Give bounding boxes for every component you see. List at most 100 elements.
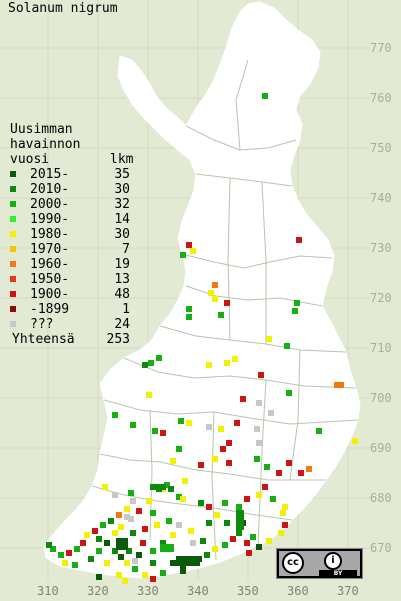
legend-swatch — [10, 261, 16, 267]
legend-header-line-3: vuosi lkm — [10, 152, 134, 167]
observation-dot — [254, 426, 260, 432]
legend-row: 1970- 7 — [10, 242, 130, 257]
legend-count: 1 — [122, 302, 130, 317]
observation-dot — [256, 544, 262, 550]
x-axis-label: 360 — [287, 584, 309, 598]
observation-dot — [256, 492, 262, 498]
observation-dot — [222, 542, 228, 548]
legend-row: 1990- 14 — [10, 212, 130, 227]
legend-count: 7 — [122, 242, 130, 257]
observation-dot — [212, 282, 218, 288]
legend-year: 1990- — [30, 212, 70, 227]
observation-dot — [108, 518, 114, 524]
observation-dot — [254, 456, 260, 462]
observation-dot — [170, 560, 176, 566]
observation-dot — [180, 252, 186, 258]
observation-dot — [186, 420, 192, 426]
y-axis-label: 710 — [370, 341, 392, 355]
by-label: BY — [319, 570, 357, 578]
observation-dot — [296, 237, 302, 243]
legend-swatch — [10, 171, 16, 177]
observation-dot — [146, 392, 152, 398]
map-title: Solanum nigrum — [8, 1, 118, 16]
observation-dot — [142, 362, 148, 368]
observation-dot — [126, 548, 132, 554]
observation-dot — [270, 496, 276, 502]
legend-swatch — [10, 186, 16, 192]
legend-swatch — [10, 291, 16, 297]
legend-header: Uusimman havainnon vuosi lkm — [10, 122, 134, 167]
observation-dot — [160, 430, 166, 436]
observation-dot — [150, 576, 156, 582]
observation-dot — [104, 560, 110, 566]
observation-dot — [286, 460, 292, 466]
observation-dot — [294, 300, 300, 306]
legend-rows: 2015- 35 2010- 30 2000- 32 1990- 14 1980- 30 1970-… — [10, 167, 130, 332]
y-axis-label: 720 — [370, 291, 392, 305]
observation-dot — [264, 464, 270, 470]
observation-dot — [118, 554, 124, 560]
y-axis-label: 670 — [370, 541, 392, 555]
x-axis-label: 310 — [37, 584, 59, 598]
observation-dot — [214, 512, 220, 518]
legend-count: 24 — [114, 317, 130, 332]
observation-dot — [224, 360, 230, 366]
observation-dot — [154, 522, 160, 528]
observation-dot — [268, 410, 274, 416]
observation-dot — [220, 446, 226, 452]
legend-year: -1899 — [30, 302, 70, 317]
observation-dot — [142, 526, 148, 532]
x-axis-label: 320 — [87, 584, 109, 598]
observation-dot — [190, 540, 196, 546]
observation-dot — [258, 372, 264, 378]
observation-dot — [186, 306, 192, 312]
legend-year-header: vuosi — [10, 152, 50, 167]
y-axis-label: 680 — [370, 491, 392, 505]
legend-count: 30 — [114, 182, 130, 197]
observation-dot — [222, 500, 228, 506]
observation-dot — [140, 540, 146, 546]
observation-cluster — [160, 544, 174, 552]
observation-dot — [176, 494, 182, 500]
observation-dot — [176, 446, 182, 452]
observation-dot — [112, 492, 118, 498]
legend-header-line-2: havainnon — [10, 137, 81, 152]
observation-dot — [286, 390, 292, 396]
observation-dot — [124, 506, 130, 512]
observation-dot — [150, 560, 156, 566]
observation-dot — [206, 362, 212, 368]
observation-cluster — [236, 510, 244, 530]
legend: Uusimman havainnon vuosi lkm 2015- 35 2010… — [10, 122, 134, 347]
observation-dot — [226, 440, 232, 446]
observation-dot — [188, 528, 194, 534]
observation-dot — [186, 314, 192, 320]
observation-dot — [230, 536, 236, 542]
observation-dot — [262, 484, 268, 490]
observation-dot — [206, 424, 212, 430]
observation-dot — [204, 552, 210, 558]
observation-dot — [112, 412, 118, 418]
legend-row: -1899 1 — [10, 302, 130, 317]
legend-swatch — [10, 216, 16, 222]
observation-dot — [168, 486, 174, 492]
observation-dot — [80, 540, 86, 546]
legend-row: 2000- 32 — [10, 197, 130, 212]
observation-dots — [46, 93, 358, 584]
y-axis-label: 760 — [370, 91, 392, 105]
legend-count-header: lkm — [110, 152, 134, 167]
observation-dot — [128, 516, 134, 522]
observation-dot — [166, 518, 172, 524]
observation-dot — [208, 290, 214, 296]
observation-dot — [244, 496, 250, 502]
observation-dot — [178, 418, 184, 424]
y-axis-label: 700 — [370, 391, 392, 405]
observation-dot — [256, 400, 262, 406]
observation-dot — [306, 466, 312, 472]
legend-swatch — [10, 321, 16, 327]
observation-dot — [92, 528, 98, 534]
legend-row: 2015- 35 — [10, 167, 130, 182]
legend-count: 48 — [114, 287, 130, 302]
observation-dot — [124, 514, 130, 520]
observation-dot — [96, 536, 102, 542]
legend-total-label: Yhteensä — [12, 332, 75, 347]
